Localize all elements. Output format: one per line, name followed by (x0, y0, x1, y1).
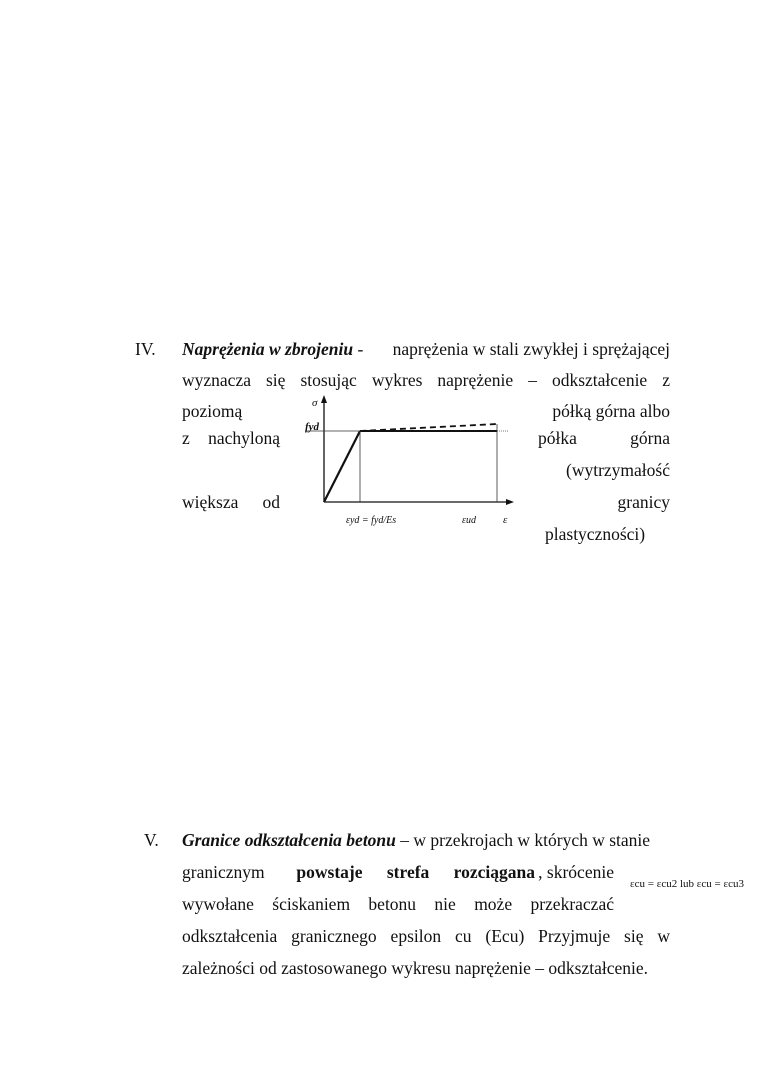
inclined-plateau (359, 423, 498, 432)
text-line: (wytrzymałość (566, 460, 670, 480)
section-heading-line: Naprężenia w zbrojeniu - naprężenia w st… (182, 339, 670, 360)
text-line: zależności od zastosowanego wykresu napr… (182, 958, 648, 978)
section-heading-line: Granice odkształcenia betonu – w przekro… (182, 830, 650, 851)
formula: εcu = εcu2 lub εcu = εcu3 (630, 878, 744, 890)
text-line: granicznym powstaje strefa rozciągana , … (182, 862, 614, 883)
section-numeral: V. (144, 830, 159, 850)
text-line: półką górna albo (552, 401, 670, 421)
fyd-label: fyd (305, 421, 320, 433)
text-line: wyznacza się stosując wykres naprężenie … (182, 370, 670, 390)
eud-label: εud (462, 515, 476, 526)
text-line: plastyczności) (545, 524, 646, 544)
text-line: wywołane ściskaniem betonu nie może prze… (182, 894, 614, 914)
text-line: naprężenia w stali zwykłej i sprężającej (392, 339, 670, 359)
section-title: Naprężenia w zbrojeniu (182, 339, 354, 359)
section-numeral: IV. (135, 339, 156, 359)
y-axis-arrow-icon (321, 395, 327, 403)
text-line: – w przekrojach w których w stanie (395, 830, 651, 850)
text-line: z nachyloną (182, 428, 280, 448)
sigma-label: σ (312, 397, 318, 409)
elastic-branch (323, 430, 361, 503)
text-line: poziomą (182, 401, 243, 421)
text-span: granicznym (182, 862, 265, 882)
section-title: Granice odkształcenia betonu (182, 830, 396, 850)
bold-text: powstaje strefa rozciągana (296, 862, 536, 882)
text-line: półka górna (538, 428, 670, 448)
text-span: , skrócenie (538, 862, 614, 882)
x-axis-arrow-icon (506, 499, 514, 505)
text-line: granicy (617, 492, 670, 512)
text-line: większa od (182, 492, 280, 512)
separator: - (353, 339, 373, 359)
eyd-label: εyd = fyd/Es (346, 515, 397, 526)
text-line: odkształcenia granicznego epsilon cu (Ec… (182, 926, 670, 946)
epsilon-label: ε (503, 514, 508, 526)
